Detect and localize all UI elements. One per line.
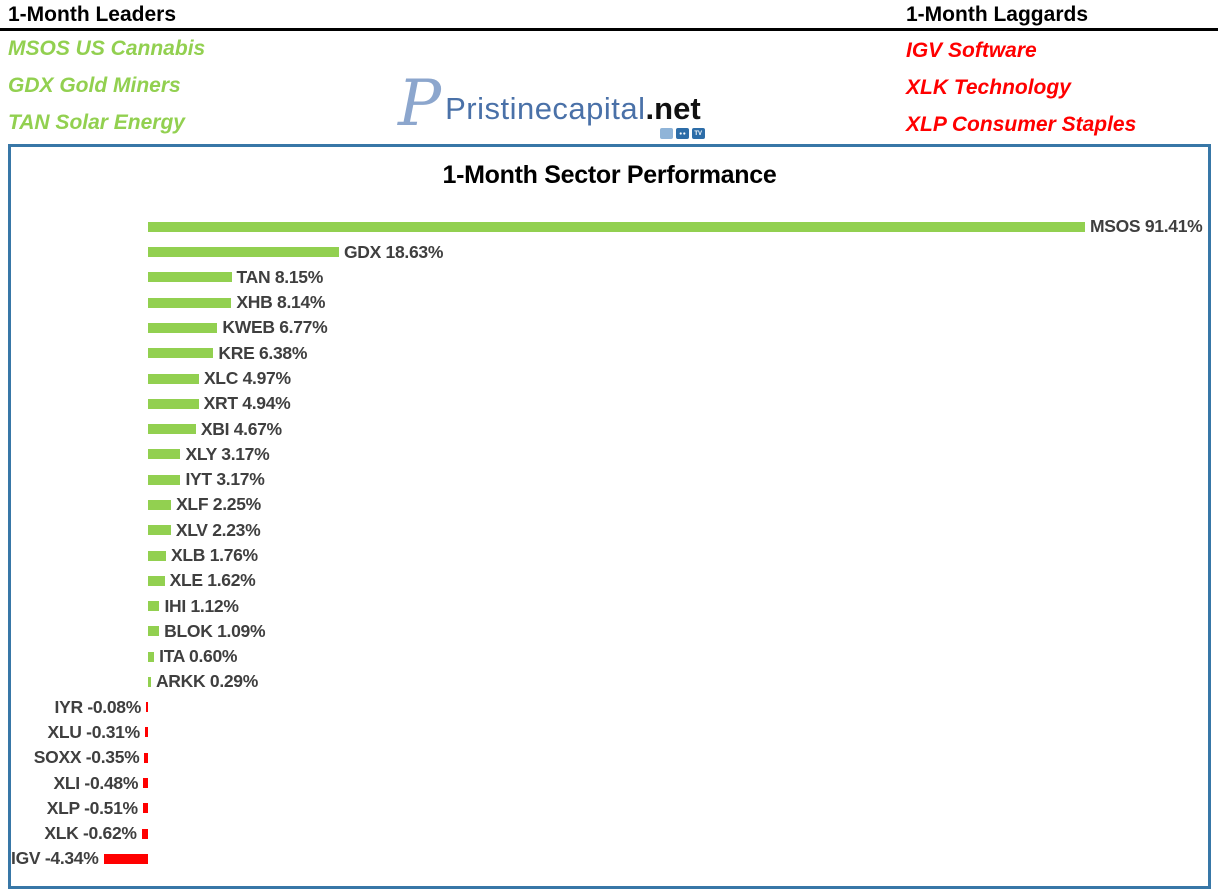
bar-xlb	[148, 550, 167, 561]
bar-label-xhb: XHB 8.14%	[236, 292, 326, 313]
bar-row-msos: MSOS 91.41%	[11, 214, 1208, 239]
laggard-item-igv: IGV Software	[906, 39, 1037, 62]
logo-social-icons: TV	[659, 128, 705, 139]
bar-label-tan: TAN 8.15%	[236, 266, 324, 287]
bar-label-xlv: XLV 2.23%	[175, 519, 261, 540]
bar-xle	[148, 575, 165, 586]
leader-item-tan: TAN Solar Energy	[8, 111, 185, 134]
bar-label-xlf: XLF 2.25%	[176, 494, 261, 515]
bar-xbi	[148, 424, 196, 435]
bar-xlk	[141, 828, 148, 839]
bar-gdx	[148, 247, 339, 258]
bar-row-gdx: GDX 18.63%	[11, 240, 1208, 265]
bar-label-ita: ITA 0.60%	[159, 646, 238, 667]
bar-label-gdx: GDX 18.63%	[343, 241, 444, 262]
bar-iyr	[146, 702, 148, 713]
bar-row-xlp: XLP -0.51%	[11, 796, 1208, 821]
bar-iyt	[148, 474, 181, 485]
bar-xlu	[144, 727, 148, 738]
bar-label-kweb: KWEB 6.77%	[222, 317, 328, 338]
bar-row-xle: XLE 1.62%	[11, 568, 1208, 593]
bar-label-xlc: XLC 4.97%	[203, 368, 291, 389]
bar-row-igv: IGV -4.34%	[11, 846, 1208, 871]
bar-row-ita: ITA 0.60%	[11, 644, 1208, 669]
bar-row-tan: TAN 8.15%	[11, 265, 1208, 290]
bar-arkk	[148, 676, 151, 687]
bar-label-xrt: XRT 4.94%	[203, 393, 291, 414]
bar-kweb	[148, 322, 218, 333]
bar-label-xly: XLY 3.17%	[185, 443, 270, 464]
bar-row-arkk: ARKK 0.29%	[11, 669, 1208, 694]
tv-icon: TV	[691, 128, 705, 139]
bar-msos	[148, 221, 1085, 232]
chat-icon	[659, 128, 673, 139]
bar-label-xlp: XLP -0.51%	[46, 797, 138, 818]
discord-icon	[675, 128, 689, 139]
laggard-item-xlk: XLK Technology	[906, 76, 1071, 99]
chart-plot-area: MSOS 91.41% GDX 18.63% TAN 8.15% XHB 8.14% K…	[11, 147, 1208, 886]
bar-xlc	[148, 373, 199, 384]
bar-label-ihi: IHI 1.12%	[164, 595, 239, 616]
bar-label-soxx: SOXX -0.35%	[33, 747, 140, 768]
bar-soxx	[144, 752, 148, 763]
bar-ita	[148, 651, 155, 662]
bar-xly	[148, 449, 181, 460]
bar-label-kre: KRE 6.38%	[218, 342, 308, 363]
bar-row-xli: XLI -0.48%	[11, 771, 1208, 796]
header: 1-Month Leaders 1-Month Laggards MSOS US…	[0, 0, 1218, 144]
bar-tan	[148, 272, 232, 283]
bar-row-xhb: XHB 8.14%	[11, 290, 1208, 315]
bar-row-xlf: XLF 2.25%	[11, 492, 1208, 517]
bar-label-msos: MSOS 91.41%	[1089, 216, 1203, 237]
bar-row-xbi: XBI 4.67%	[11, 417, 1208, 442]
bar-row-blok: BLOK 1.09%	[11, 619, 1208, 644]
sector-performance-chart: 1-Month Sector Performance MSOS 91.41% GD…	[8, 144, 1211, 889]
bar-row-kre: KRE 6.38%	[11, 341, 1208, 366]
bar-row-xlb: XLB 1.76%	[11, 543, 1208, 568]
bar-label-xbi: XBI 4.67%	[200, 418, 282, 439]
bar-igv	[103, 853, 148, 864]
bar-label-xlu: XLU -0.31%	[47, 721, 141, 742]
bar-label-blok: BLOK 1.09%	[164, 620, 266, 641]
bar-label-iyt: IYT 3.17%	[185, 469, 265, 490]
bar-blok	[148, 626, 160, 637]
bar-xlp	[142, 803, 148, 814]
chart-title: 1-Month Sector Performance	[442, 161, 777, 189]
leader-item-msos: MSOS US Cannabis	[8, 37, 206, 60]
laggard-item-xlp: XLP Consumer Staples	[906, 113, 1137, 136]
bar-xhb	[148, 297, 232, 308]
bar-label-arkk: ARKK 0.29%	[155, 671, 259, 692]
script-p-monogram-icon: P	[398, 67, 442, 141]
bar-row-soxx: SOXX -0.35%	[11, 745, 1208, 770]
bar-label-xlk: XLK -0.62%	[44, 823, 137, 844]
laggards-title: 1-Month Laggards	[906, 3, 1088, 26]
bar-row-iyt: IYT 3.17%	[11, 467, 1208, 492]
bar-ihi	[148, 601, 160, 612]
bar-row-xlk: XLK -0.62%	[11, 821, 1208, 846]
pristinecapital-logo: P Pristinecapital .net TV	[398, 67, 705, 141]
bar-row-ihi: IHI 1.12%	[11, 594, 1208, 619]
bar-row-xlv: XLV 2.23%	[11, 518, 1208, 543]
logo-tld-text: .net	[645, 91, 701, 126]
bar-label-iyr: IYR -0.08%	[54, 696, 142, 717]
bar-label-igv: IGV -4.34%	[11, 848, 99, 869]
header-divider	[0, 28, 1218, 31]
bar-label-xlb: XLB 1.76%	[171, 545, 258, 565]
bar-xrt	[148, 398, 199, 409]
bar-kre	[148, 348, 214, 359]
bar-row-xly: XLY 3.17%	[11, 442, 1208, 467]
bar-row-kweb: KWEB 6.77%	[11, 315, 1208, 340]
bar-xlv	[148, 525, 171, 536]
bar-xli	[143, 778, 148, 789]
bar-xlf	[148, 499, 172, 510]
bar-row-xlu: XLU -0.31%	[11, 720, 1208, 745]
leader-item-gdx: GDX Gold Miners	[8, 74, 181, 97]
logo-brand-text: Pristinecapital	[445, 91, 646, 126]
leaders-title: 1-Month Leaders	[8, 3, 177, 26]
bar-row-iyr: IYR -0.08%	[11, 695, 1208, 720]
bar-label-xle: XLE 1.62%	[169, 570, 256, 591]
bar-row-xrt: XRT 4.94%	[11, 391, 1208, 416]
bar-label-xli: XLI -0.48%	[53, 772, 139, 793]
bar-row-xlc: XLC 4.97%	[11, 366, 1208, 391]
